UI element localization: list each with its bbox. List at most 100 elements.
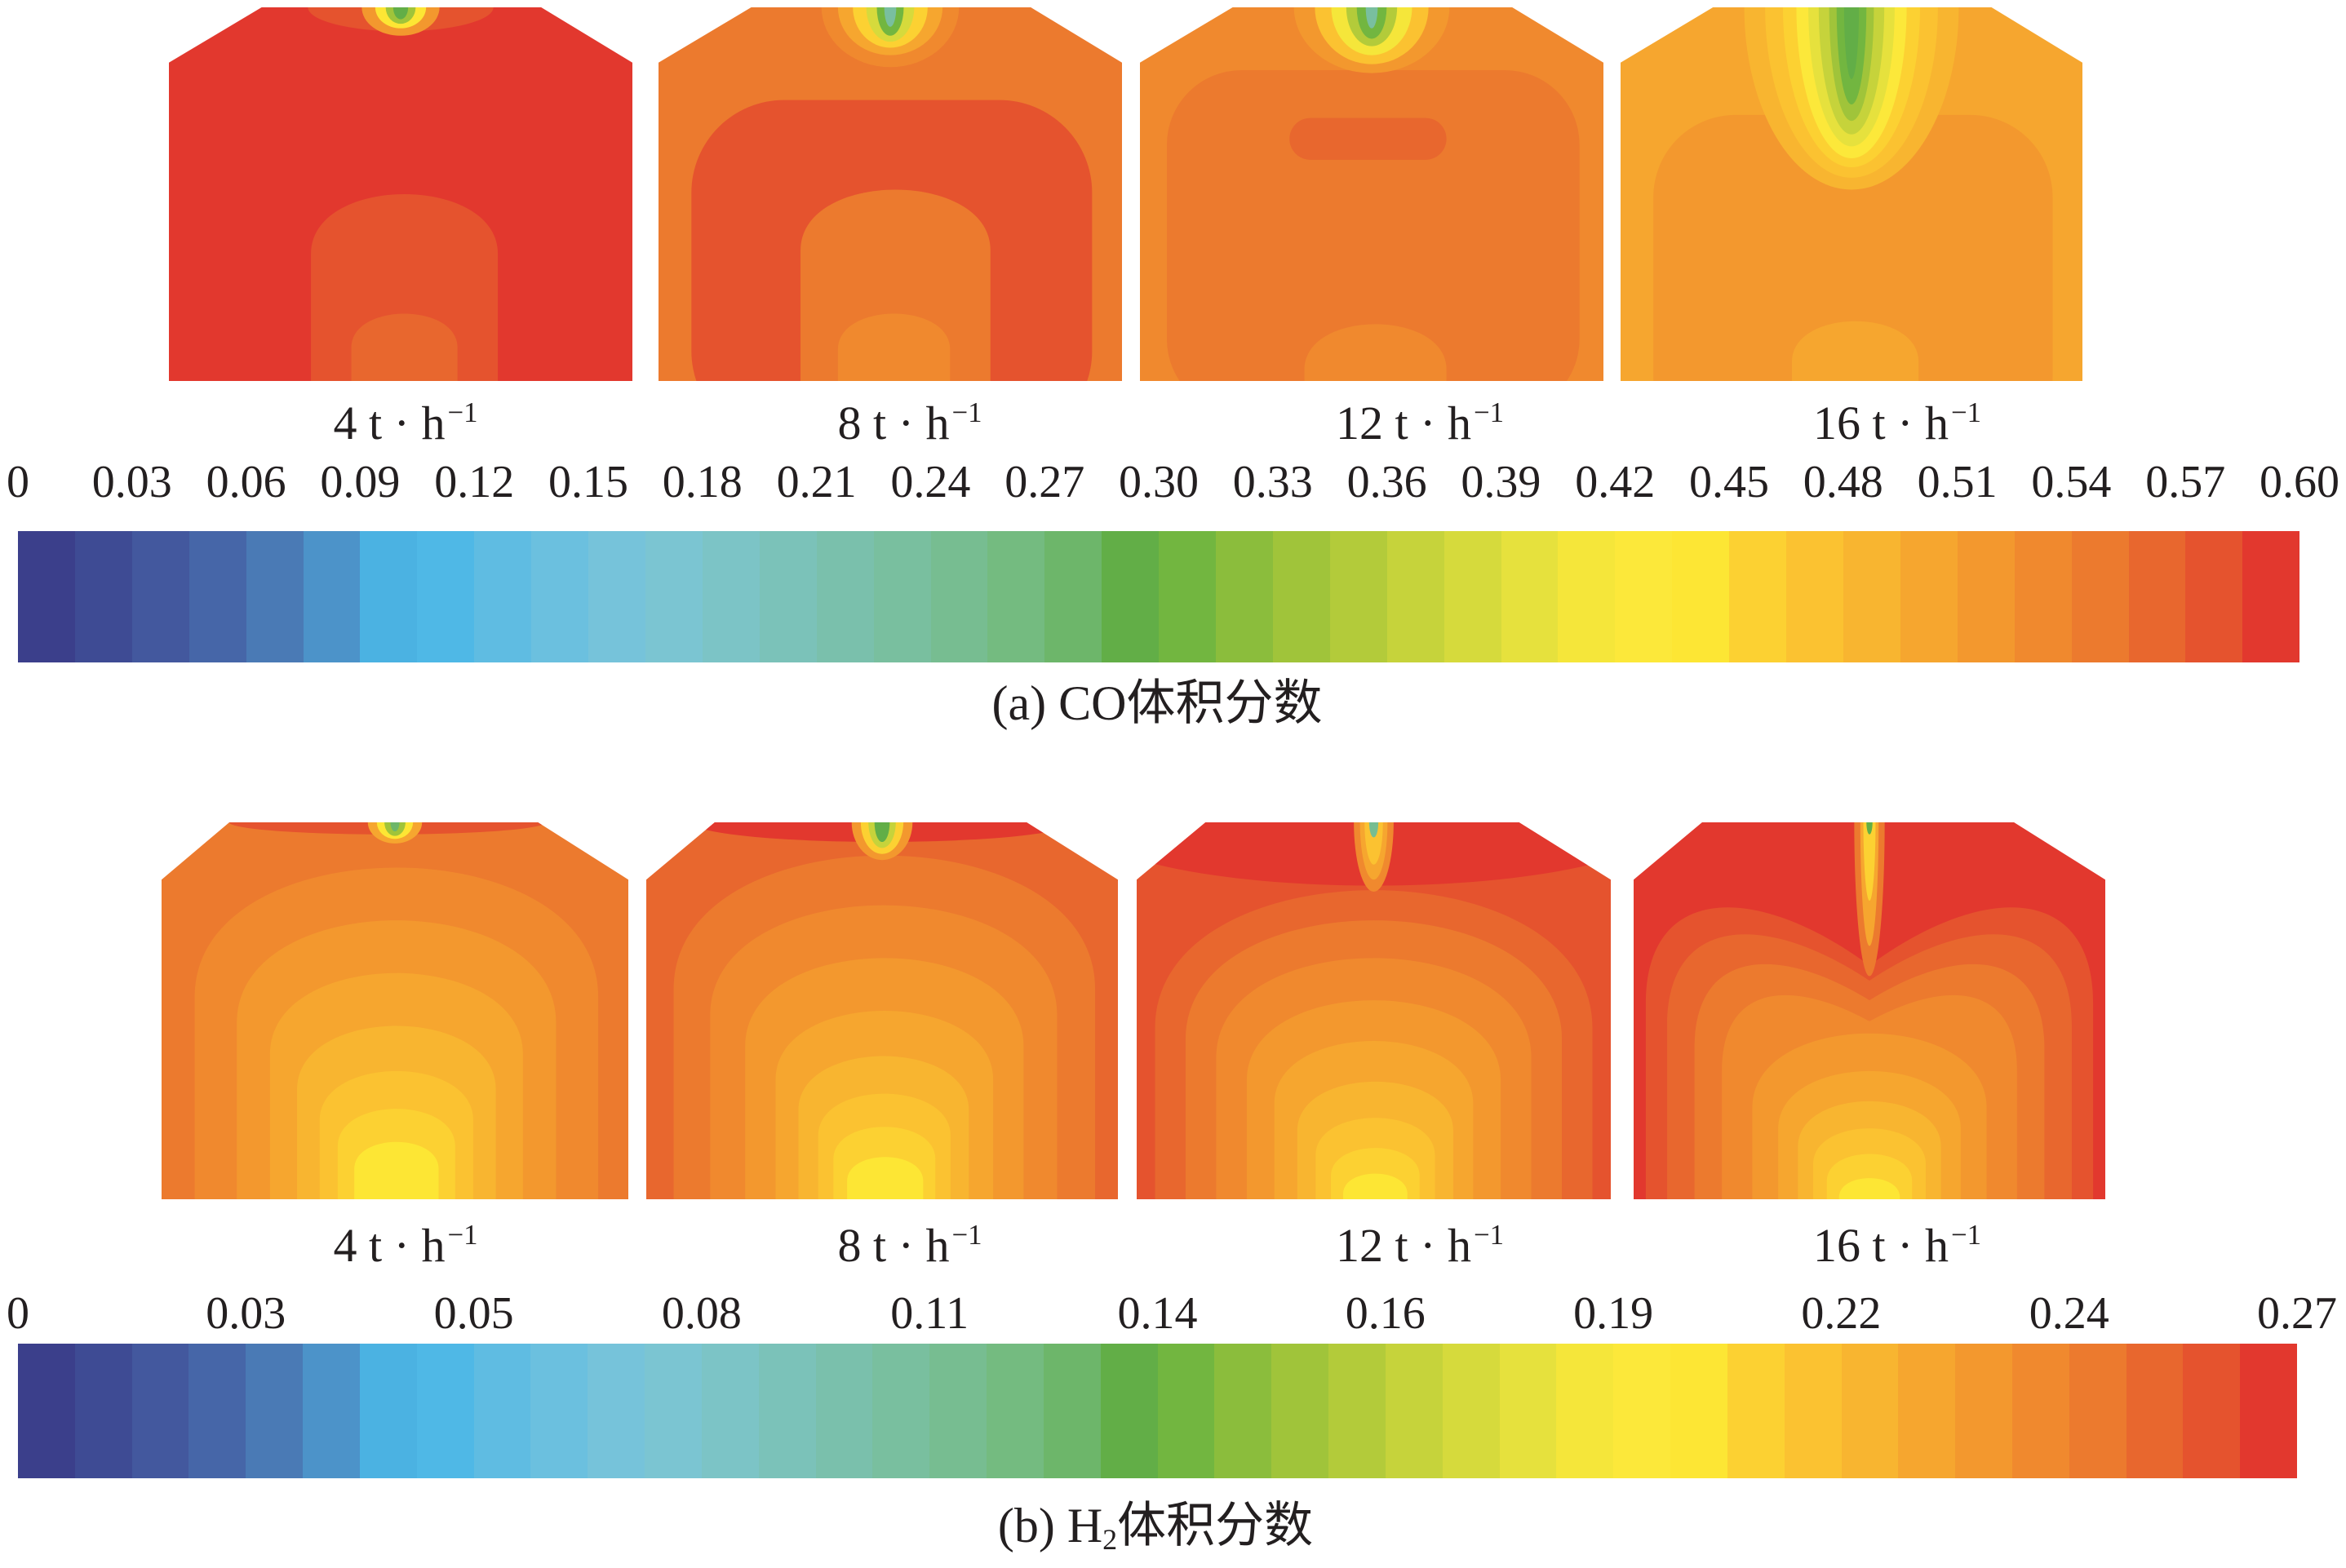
colorbar-swatch [303,1344,360,1478]
colorbar-tick-label: 0.11 [890,1288,969,1339]
colorbar-swatch [1442,1344,1500,1478]
colorbar-swatch [2128,531,2186,662]
colorbar-swatch [873,531,931,662]
colorbar-tick-label: 0.12 [434,457,515,507]
contour-band [385,7,416,24]
colorbar-swatch [645,531,703,662]
caption-suffix: 体积分数 [1117,1499,1314,1552]
colorbar-swatch [1955,1344,2012,1478]
colorbar-swatch [360,531,418,662]
colorbar-swatch [1444,531,1501,662]
co-contour-plot-12t [1140,7,1603,381]
h2-colorbar [18,1344,2298,1478]
colorbar-swatch [1501,531,1559,662]
colorbar-swatch [1841,1344,1899,1478]
h2-contour-plot-8t [646,822,1118,1199]
colorbar-tick-label: 0.24 [2029,1288,2109,1339]
contour-band [1843,7,1860,79]
colorbar-tick-label: 0.09 [320,457,401,507]
colorbar-tick-label: 0.27 [2257,1288,2337,1339]
co-panel-label-12t: 12 t · h−1 [1336,398,1504,447]
co-contour-plot-8t [659,7,1122,381]
colorbar-tick-label: 0.06 [206,457,286,507]
colorbar-swatch [872,1344,930,1478]
colorbar-swatch [188,531,246,662]
contour-band [1343,1173,1408,1199]
contour-band [1304,324,1447,381]
colorbar-swatch [1385,1344,1443,1478]
colorbar-swatch [1159,531,1217,662]
colorbar-tick-label: 0.05 [433,1288,514,1339]
colorbar-swatch [758,1344,816,1478]
colorbar-swatch [359,1344,417,1478]
contour-field [1137,822,1611,1199]
colorbar-tick-label: 0.27 [1004,457,1085,507]
colorbar-tick-label: 0.18 [662,457,743,507]
colorbar-swatch [74,531,132,662]
panel-label-superscript: −1 [447,396,478,429]
colorbar-swatch [1957,531,2015,662]
colorbar-swatch [2014,531,2072,662]
contour-band [1836,7,1867,105]
contour-field [1634,822,2105,1199]
colorbar-swatch [1784,1344,1842,1478]
colorbar-swatch [1044,531,1102,662]
colorbar-swatch [929,1344,987,1478]
contour-band [308,7,494,32]
contour-field [162,822,628,1199]
colorbar-swatch [246,1344,304,1478]
contour-band [1166,69,1580,381]
colorbar-swatch [18,531,75,662]
contour-field [646,822,1118,1199]
colorbar-swatch [530,1344,588,1478]
panel-label-superscript: −1 [951,396,982,429]
panel-label-rate: 8 t · h [837,1219,950,1272]
colorbar-tick-label: 0.36 [1346,457,1427,507]
colorbar-tick-label: 0.19 [1573,1288,1654,1339]
contour-band [876,7,904,36]
colorbar-swatch [188,1344,246,1478]
h2-contour-plot-4t [162,822,628,1199]
contour-band [868,822,896,848]
contour-band [884,7,897,27]
contour-band [392,7,409,20]
colorbar-tick-label: 0.16 [1345,1288,1426,1339]
contour-band [375,7,427,29]
colorbar-swatch [1043,1344,1101,1478]
h2-figure-caption: (b) H2体积分数 [998,1499,1314,1554]
caption-suffix: 体积分数 [1126,676,1323,730]
colorbar-tick-label: 0.42 [1575,457,1656,507]
co-figure-caption: (a) CO体积分数 [992,679,1323,728]
h2-panel-label-8t: 8 t · h−1 [837,1219,982,1272]
colorbar-swatch [474,531,532,662]
colorbar-swatch [2183,1344,2241,1478]
colorbar-swatch [2242,531,2300,662]
contour-band [1863,822,1876,901]
caption-subscript: 2 [1102,1523,1118,1556]
colorbar-swatch [416,1344,474,1478]
contour-band [1331,7,1412,55]
colorbar-swatch [1271,1344,1329,1478]
colorbar-tick-label: 0.57 [2145,457,2226,507]
colorbar-swatch [473,1344,531,1478]
colorbar-swatch [1615,531,1673,662]
colorbar-swatch [1499,1344,1557,1478]
colorbar-tick-label: 0.54 [2031,457,2112,507]
panel-label-superscript: −1 [1950,396,1981,429]
colorbar-swatch [1216,531,1273,662]
colorbar-swatch [930,531,988,662]
panel-label-rate: 4 t · h [333,396,446,450]
h2-panel-label-4t: 4 t · h−1 [334,1220,478,1269]
colorbar-swatch [701,1344,759,1478]
panel-label-superscript: −1 [951,1219,982,1251]
contour-field [659,7,1122,381]
colorbar-swatch [1272,531,1330,662]
contour-band [1866,822,1873,835]
co-colorbar-ticks: 0 0.03 0.06 0.09 0.12 0.15 0.18 0.21 0.24 0.27 0.3… [7,457,2339,507]
colorbar-swatch [417,531,475,662]
co-panel-label-16t: 16 t · h−1 [1813,398,1981,447]
panel-label-rate: 12 t · h [1336,396,1471,450]
colorbar-swatch [74,1344,132,1478]
colorbar-swatch [1898,1344,1956,1478]
